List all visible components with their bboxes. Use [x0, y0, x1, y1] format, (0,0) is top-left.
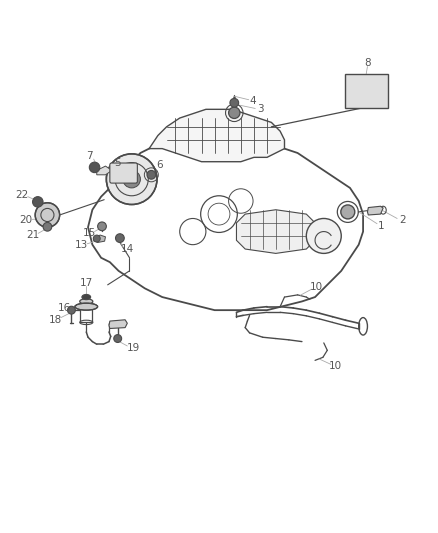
Text: 22: 22	[15, 190, 28, 200]
Circle shape	[98, 222, 106, 231]
Circle shape	[67, 306, 75, 314]
Text: 2: 2	[399, 215, 406, 225]
Circle shape	[123, 171, 141, 188]
Polygon shape	[109, 320, 127, 328]
Text: 6: 6	[156, 160, 163, 170]
Text: 17: 17	[80, 278, 93, 288]
Circle shape	[106, 154, 157, 205]
Circle shape	[306, 219, 341, 253]
Text: 4: 4	[250, 95, 256, 106]
Text: 19: 19	[126, 343, 140, 353]
Text: 20: 20	[19, 215, 32, 225]
Text: 1: 1	[378, 221, 385, 231]
Ellipse shape	[80, 299, 93, 304]
Ellipse shape	[75, 303, 98, 310]
Circle shape	[32, 197, 43, 207]
Circle shape	[35, 203, 60, 227]
Text: 5: 5	[114, 158, 121, 167]
Circle shape	[116, 234, 124, 243]
Circle shape	[89, 162, 100, 173]
Ellipse shape	[82, 294, 91, 300]
Polygon shape	[94, 235, 106, 243]
Polygon shape	[237, 210, 315, 253]
Circle shape	[43, 222, 52, 231]
Text: 8: 8	[364, 59, 371, 68]
Circle shape	[147, 171, 155, 179]
Circle shape	[230, 99, 239, 107]
Circle shape	[93, 235, 100, 242]
Text: 7: 7	[86, 151, 93, 161]
Text: 10: 10	[309, 282, 322, 293]
Circle shape	[114, 335, 122, 343]
Text: 15: 15	[83, 228, 96, 238]
Text: 10: 10	[328, 361, 342, 371]
Text: 13: 13	[75, 240, 88, 250]
Polygon shape	[149, 109, 285, 161]
Text: 14: 14	[121, 244, 134, 254]
Circle shape	[229, 107, 240, 118]
Text: 21: 21	[26, 230, 39, 240]
FancyBboxPatch shape	[345, 74, 388, 108]
FancyBboxPatch shape	[110, 163, 138, 183]
Text: 16: 16	[58, 303, 71, 313]
Text: 18: 18	[49, 315, 62, 325]
Text: 3: 3	[257, 104, 263, 114]
Circle shape	[341, 205, 355, 219]
Polygon shape	[367, 206, 383, 215]
Polygon shape	[97, 166, 112, 175]
